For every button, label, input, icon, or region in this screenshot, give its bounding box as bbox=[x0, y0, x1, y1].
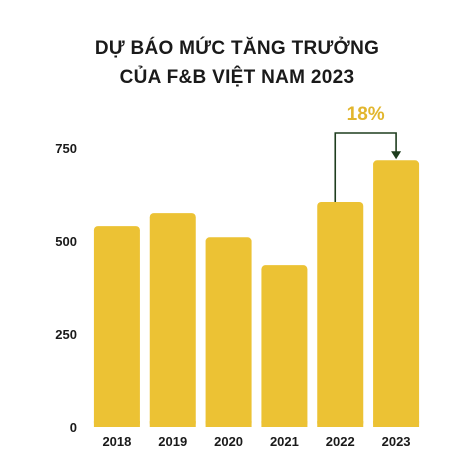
bar-base-2018 bbox=[93, 421, 140, 427]
x-tick-label: 2022 bbox=[326, 434, 355, 449]
growth-arrowhead-icon bbox=[391, 151, 402, 160]
x-tick-label: 2020 bbox=[214, 434, 243, 449]
bar-base-2019 bbox=[149, 421, 196, 427]
x-tick-label: 2023 bbox=[382, 434, 411, 449]
x-tick-label: 2018 bbox=[102, 434, 131, 449]
bar-2021 bbox=[261, 265, 308, 427]
chart-title: DỰ BÁO MỨC TĂNG TRƯỞNG CỦA F&B VIỆT NAM … bbox=[0, 34, 474, 92]
x-tick-label: 2021 bbox=[270, 434, 299, 449]
growth-arrow-line bbox=[334, 132, 397, 202]
chart-title-line-2: CỦA F&B VIỆT NAM 2023 bbox=[119, 67, 355, 88]
bar-2019 bbox=[149, 213, 196, 427]
bar-base-2023 bbox=[373, 421, 420, 427]
bar-base-2021 bbox=[261, 421, 308, 427]
y-tick-label: 0 bbox=[70, 420, 77, 435]
x-axis-ticks: 2018 2019 2020 2021 2022 2023 bbox=[102, 434, 410, 449]
y-tick-label: 750 bbox=[55, 141, 77, 156]
chart-title-line-1: DỰ BÁO MỨC TĂNG TRƯỞNG bbox=[94, 38, 380, 59]
y-axis-ticks: 0 250 500 750 bbox=[55, 141, 77, 435]
bar-2018 bbox=[93, 226, 140, 427]
y-tick-label: 500 bbox=[55, 234, 77, 249]
bars bbox=[93, 160, 420, 427]
y-tick-label: 250 bbox=[55, 327, 77, 342]
growth-annotation: 18% bbox=[334, 104, 402, 202]
bar-2023 bbox=[373, 160, 420, 427]
bar-base-2022 bbox=[317, 421, 364, 427]
bar-2022 bbox=[317, 201, 364, 427]
x-tick-label: 2019 bbox=[158, 434, 187, 449]
growth-label: 18% bbox=[347, 104, 385, 125]
bar-2020 bbox=[205, 237, 252, 427]
bar-base-2020 bbox=[205, 421, 252, 427]
